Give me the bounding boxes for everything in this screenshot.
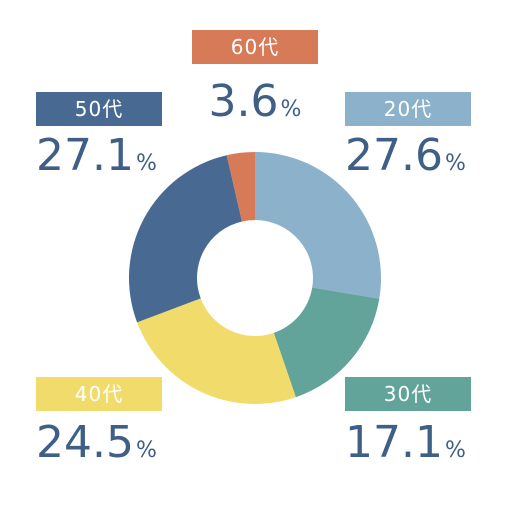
percent-value-50s: 27.1: [36, 130, 134, 181]
label-group-60s: 60代 3.6%: [192, 30, 318, 134]
percent-unit-40s: %: [135, 438, 157, 463]
label-group-50s: 50代 27.1%: [36, 92, 164, 188]
percent-label-20s: 27.6%: [345, 132, 475, 188]
percent-unit-20s: %: [444, 151, 466, 176]
percent-value-20s: 27.6: [345, 130, 443, 181]
donut-slice-60s: [226, 152, 255, 222]
percent-value-60s: 3.6: [208, 76, 279, 127]
percent-unit-50s: %: [135, 151, 157, 176]
percent-value-40s: 24.5: [36, 417, 134, 468]
category-badge-50s: 50代: [36, 92, 162, 126]
category-badge-20s: 20代: [345, 92, 471, 126]
label-group-40s: 40代 24.5%: [36, 377, 164, 475]
percent-label-60s: 3.6%: [192, 78, 318, 134]
percent-unit-30s: %: [444, 438, 466, 463]
percent-value-30s: 17.1: [345, 417, 443, 468]
category-badge-40s: 40代: [36, 377, 162, 411]
donut-slice-30s: [273, 287, 380, 398]
label-group-30s: 30代 17.1%: [345, 377, 475, 475]
category-badge-30s: 30代: [345, 377, 471, 411]
percent-unit-60s: %: [280, 97, 302, 122]
category-badge-60s: 60代: [192, 30, 318, 64]
percent-label-40s: 24.5%: [36, 419, 164, 475]
donut-slice-50s: [129, 155, 242, 323]
percent-label-50s: 27.1%: [36, 132, 164, 188]
label-group-20s: 20代 27.6%: [345, 92, 475, 188]
percent-label-30s: 17.1%: [345, 419, 475, 475]
donut-slice-20s: [255, 152, 382, 299]
donut-slice-40s: [137, 298, 296, 405]
